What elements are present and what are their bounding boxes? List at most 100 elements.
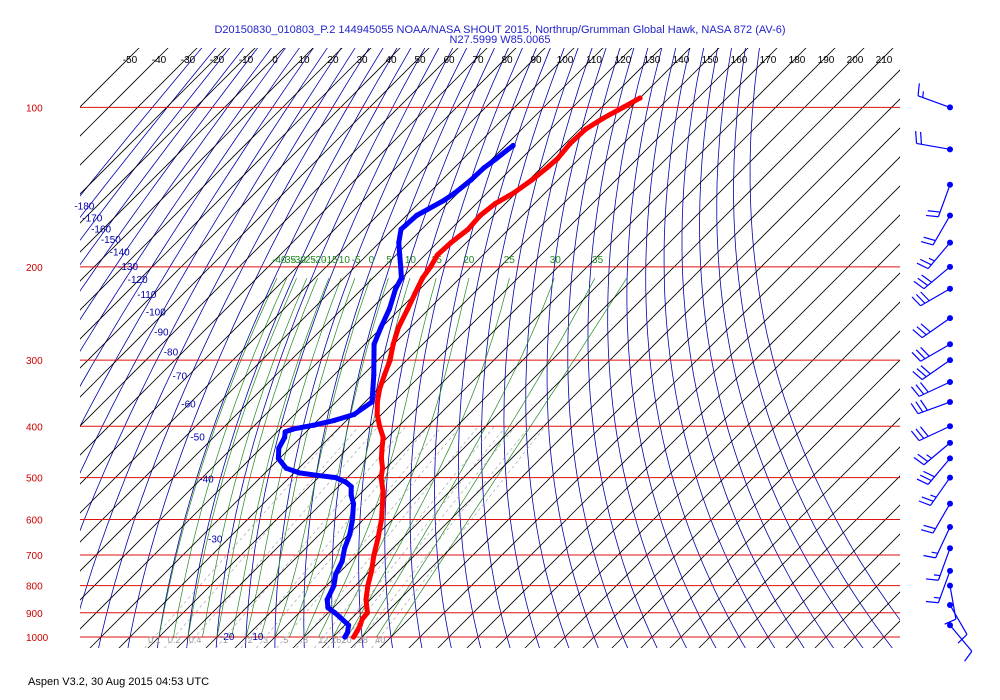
dry-adiabat-label: -10 [249, 632, 264, 643]
dewpoint-point [370, 386, 376, 392]
isotherm-line [669, 417, 900, 648]
isotherm-line [379, 127, 900, 648]
temperature-point [359, 616, 365, 622]
wind-barb-flag [919, 474, 932, 482]
dry-adiabat-line [481, 48, 565, 648]
dewpoint-point [510, 142, 516, 149]
temperature-point [477, 212, 483, 219]
wind-barb-staff [927, 242, 951, 270]
pressure-label: 700 [26, 551, 43, 562]
moist-adiabat-line [289, 277, 389, 638]
dewpoint-point [398, 264, 404, 270]
dewpoint-point [440, 198, 446, 204]
temperature-point [354, 628, 360, 634]
wind-barb [947, 601, 968, 644]
dry-adiabat-line [358, 48, 495, 648]
wind-barb-staff [927, 458, 951, 485]
moist-adiabat-label: -15 [323, 255, 338, 266]
wind-barb-staff [930, 477, 951, 506]
dewpoint-point [397, 252, 403, 258]
isotherm-line [80, 48, 662, 630]
wind-barb-flag [927, 210, 941, 213]
wind-barb [910, 423, 953, 442]
dewpoint-point [331, 417, 337, 423]
dry-adiabat-line [303, 48, 468, 648]
wind-barb-flag [919, 131, 923, 145]
dewpoint-point [283, 465, 289, 471]
dry-adiabat-label: -60 [181, 400, 196, 411]
wind-barb [923, 524, 953, 559]
isotherm-line [80, 48, 517, 485]
temperature-point [363, 597, 369, 603]
wind-barb [910, 399, 953, 415]
dewpoint-point [378, 324, 384, 330]
temperature-tick-label: 10 [298, 55, 310, 66]
dewpoint-point [350, 501, 357, 507]
dry-adiabat-label: -120 [128, 275, 148, 286]
moist-adiabat-line [202, 277, 308, 638]
pressure-label: 600 [26, 516, 43, 527]
dry-adiabat-label: -110 [137, 290, 157, 301]
temperature-point [600, 116, 606, 122]
wind-barb-half-flag [926, 454, 932, 459]
wind-barb-flag [918, 500, 931, 506]
dry-adiabat-line [409, 48, 523, 648]
wind-barb-flag [920, 399, 928, 411]
wind-barb-staff [918, 381, 951, 397]
dry-adiabat-label: -70 [173, 371, 188, 382]
temperature-point [377, 386, 383, 392]
dewpoint-point [324, 597, 330, 603]
moist-adiabat-line [245, 277, 342, 638]
temperature-point [465, 226, 471, 232]
wind-barb-half-flag [933, 596, 941, 599]
dry-adiabat-label: -180 [74, 202, 94, 213]
dry-adiabat-line [525, 48, 593, 648]
wind-barb-flag [923, 524, 936, 530]
dry-adiabat-line [663, 48, 776, 648]
moist-adiabat-line [187, 277, 297, 638]
isotherm-line [495, 243, 900, 648]
moist-adiabat-line [361, 277, 555, 638]
isotherm-line [872, 620, 900, 648]
mixing-ratio-label: 16 [331, 635, 341, 645]
temperature-tick-label: 40 [385, 55, 397, 66]
isotherm-line [350, 98, 900, 648]
dewpoint-point [369, 399, 375, 405]
dewpoint-point [396, 240, 402, 246]
wind-barb [913, 439, 953, 466]
dry-adiabat-label: -170 [82, 213, 102, 224]
isotherm-line [814, 562, 900, 648]
isotherm-line [582, 330, 900, 648]
wind-barb [911, 341, 953, 362]
temperature-point [369, 568, 375, 574]
wind-barb-staff [937, 184, 951, 217]
wind-barb-flag [944, 618, 957, 625]
dry-adiabat-line [186, 48, 412, 648]
moist-adiabat-line [274, 277, 371, 638]
mixing-ratio-label: 28 [358, 635, 368, 645]
dewpoint-point [348, 492, 354, 498]
isotherm-line [80, 48, 372, 340]
mixing-ratio-label: 0.1 [148, 635, 161, 645]
temperature-point [544, 165, 550, 171]
dewpoint-point [346, 622, 352, 628]
temperature-tick-label: 30 [356, 55, 368, 66]
moist-adiabat-label: 5 [386, 255, 392, 266]
wind-barb [920, 500, 953, 534]
temperature-point [620, 104, 626, 110]
mixing-ratio-line [314, 426, 495, 648]
dewpoint-point [349, 516, 356, 523]
wind-barb [915, 131, 953, 153]
isotherm-line [80, 48, 459, 427]
mixing-ratio-label: 0.2 [168, 635, 181, 645]
wind-barb-flag [919, 382, 929, 393]
wind-barb [926, 567, 953, 604]
wind-barb-flag [910, 430, 920, 442]
wind-barb-flag [923, 554, 936, 559]
dewpoint-point [371, 372, 377, 378]
temperature-point [529, 177, 535, 183]
temperature-point [387, 357, 393, 363]
wind-barb-flag [911, 296, 921, 307]
dewpoint-point [493, 156, 499, 162]
wind-barb-staff [918, 425, 951, 442]
